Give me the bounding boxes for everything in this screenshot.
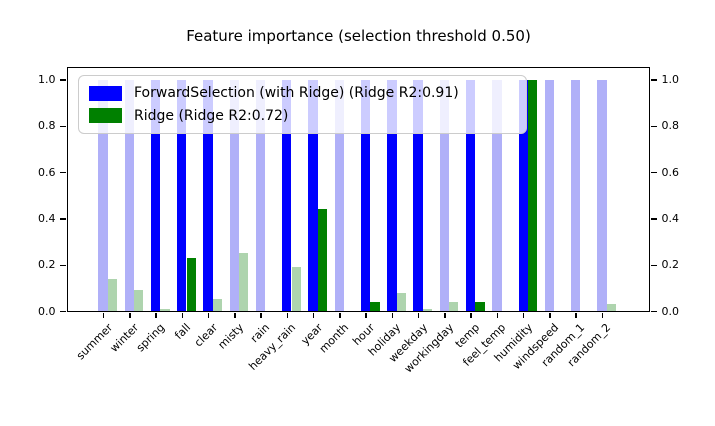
bar-ridge-fall: [186, 257, 196, 311]
bar-forward-selection-month: [334, 79, 344, 311]
bar-forward-selection-rain: [255, 79, 266, 311]
bar-ridge-summer: [107, 278, 118, 311]
plot-area: ForwardSelection (with Ridge) (Ridge R2:…: [67, 67, 650, 312]
y-tick-left-0.8: [59, 125, 66, 128]
bar-forward-selection-summer: [98, 79, 108, 311]
bar-ridge-winter: [134, 290, 144, 311]
y-tick-right-0.6: [651, 171, 657, 174]
bar-forward-selection-heavy_rain: [282, 79, 292, 311]
bar-forward-selection-misty: [229, 79, 239, 311]
bar-forward-selection-temp: [465, 79, 476, 311]
y-tick-label-left-1.0: 1.0: [38, 73, 56, 87]
chart-title: Feature importance (selection threshold …: [186, 27, 531, 45]
x-tick-label-summer: summer: [73, 320, 115, 362]
x-tick-weekday: [417, 313, 420, 318]
y-tick-label-right-0.4: 0.4: [661, 211, 680, 225]
bar-forward-selection-fall: [177, 79, 187, 311]
y-tick-right-0.2: [651, 264, 657, 266]
bar-ridge-year: [317, 209, 328, 311]
bar-ridge-clear: [212, 299, 223, 311]
y-tick-label-right-0.0: 0.0: [661, 304, 680, 318]
bar-ridge-humidity: [527, 79, 538, 311]
bar-forward-selection-humidity: [518, 79, 528, 311]
legend: ForwardSelection (with Ridge) (Ridge R2:…: [78, 75, 527, 134]
bars-layer: [68, 68, 649, 311]
y-tick-right-0.8: [651, 125, 657, 128]
y-tick-left-0.6: [59, 171, 66, 174]
bar-forward-selection-weekday: [413, 79, 423, 311]
y-tick-right-1.0: [651, 79, 657, 81]
x-tick-label-clear: clear: [191, 320, 220, 349]
bar-forward-selection-holiday: [387, 79, 397, 311]
bar-forward-selection-random_2: [597, 79, 607, 311]
x-tick-spring: [155, 313, 157, 318]
y-tick-label-left-0.0: 0.0: [38, 304, 56, 318]
x-tick-heavy_rain: [286, 313, 289, 318]
x-tick-holiday: [391, 313, 394, 318]
bar-forward-selection-winter: [124, 79, 134, 311]
y-tick-left-0.0: [59, 310, 66, 313]
bar-ridge-workingday: [449, 301, 459, 311]
y-tick-label-left-0.4: 0.4: [38, 211, 56, 225]
y-tick-label-left-0.8: 0.8: [38, 119, 56, 133]
bar-ridge-misty: [239, 253, 249, 311]
bar-forward-selection-random_1: [571, 79, 581, 311]
y-tick-left-0.4: [59, 218, 66, 220]
legend-label-ridge: Ridge (Ridge R2:0.72): [134, 107, 289, 124]
y-tick-right-0.4: [651, 218, 657, 220]
x-tick-summer: [102, 313, 105, 318]
bar-ridge-heavy_rain: [291, 267, 301, 311]
x-tick-month: [339, 313, 341, 318]
bar-forward-selection-year: [308, 79, 318, 311]
bar-ridge-random_2: [606, 304, 616, 311]
x-tick-label-spring: spring: [133, 320, 168, 354]
x-tick-fall: [181, 313, 183, 318]
legend-item-forward-selection: ForwardSelection (with Ridge) (Ridge R2:…: [89, 82, 516, 104]
bar-forward-selection-spring: [150, 79, 161, 311]
legend-item-ridge: Ridge (Ridge R2:0.72): [89, 105, 516, 127]
y-tick-left-0.2: [59, 264, 66, 266]
x-tick-label-misty: misty: [215, 320, 246, 352]
x-tick-workingday: [444, 313, 446, 318]
legend-swatch-forward-selection: [89, 85, 122, 101]
bar-forward-selection-feel_temp: [492, 79, 502, 311]
x-tick-clear: [207, 313, 210, 318]
x-tick-winter: [129, 313, 131, 318]
bar-ridge-weekday: [422, 308, 433, 311]
x-tick-random_1: [575, 313, 577, 318]
bar-ridge-holiday: [396, 292, 406, 311]
bar-ridge-hour: [370, 301, 380, 311]
x-tick-random_2: [601, 313, 604, 318]
y-tick-left-1.0: [59, 79, 66, 81]
x-tick-feel_temp: [496, 313, 499, 318]
y-tick-label-right-1.0: 1.0: [661, 73, 680, 87]
bar-ridge-spring: [160, 308, 170, 311]
x-tick-label-fall: fall: [172, 320, 194, 342]
x-tick-humidity: [522, 313, 525, 318]
legend-label-forward-selection: ForwardSelection (with Ridge) (Ridge R2:…: [134, 85, 459, 102]
bar-forward-selection-workingday: [439, 79, 450, 311]
x-tick-rain: [260, 313, 262, 318]
legend-swatch-ridge: [89, 108, 122, 124]
x-tick-label-winter: winter: [107, 320, 141, 355]
bar-forward-selection-hour: [360, 79, 371, 311]
y-tick-label-right-0.8: 0.8: [661, 119, 680, 133]
x-tick-misty: [234, 313, 236, 318]
x-tick-year: [312, 313, 315, 318]
x-tick-windspeed: [549, 313, 551, 318]
bar-forward-selection-windspeed: [544, 79, 555, 311]
y-tick-label-right-0.2: 0.2: [661, 258, 680, 272]
x-tick-hour: [365, 313, 367, 318]
x-tick-temp: [470, 313, 472, 318]
y-tick-label-left-0.6: 0.6: [38, 165, 56, 179]
bar-forward-selection-clear: [203, 79, 213, 311]
y-tick-right-0.0: [651, 310, 657, 313]
y-tick-label-right-0.6: 0.6: [661, 165, 680, 179]
y-tick-label-left-0.2: 0.2: [38, 258, 56, 272]
bar-ridge-temp: [475, 301, 485, 311]
